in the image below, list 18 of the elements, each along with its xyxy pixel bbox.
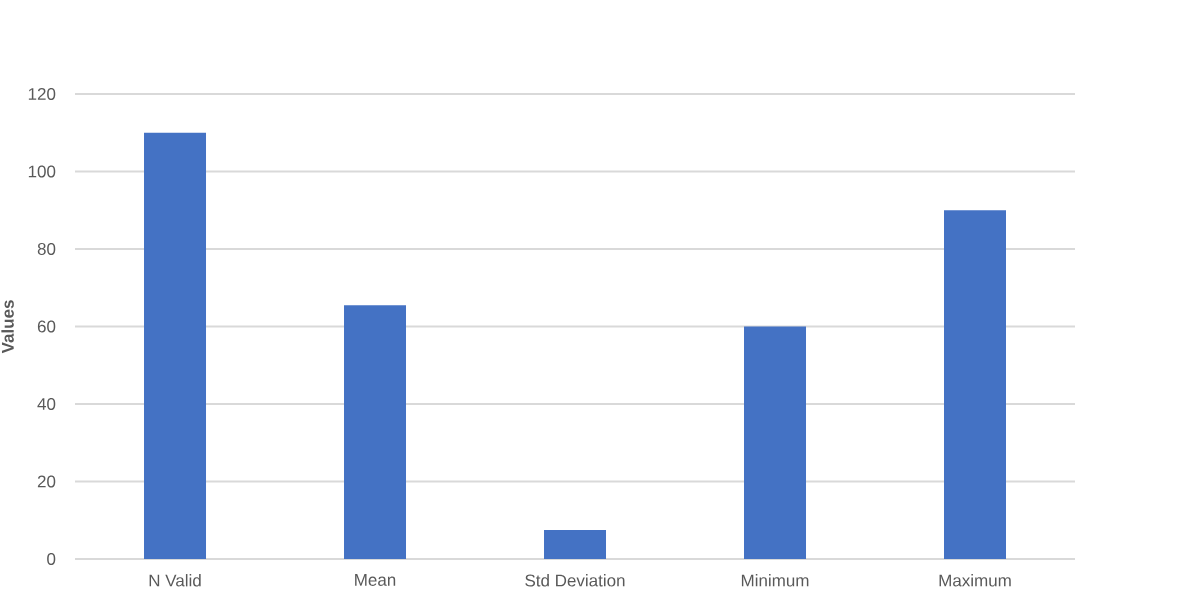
x-tick-label: Mean — [355, 574, 396, 586]
y-tick-label: 60 — [37, 320, 56, 333]
y-tick-label: 120 — [28, 87, 56, 100]
y-tick-label: 0 — [47, 552, 56, 565]
x-tick-label: N Valid — [149, 574, 201, 587]
bar — [544, 529, 607, 559]
bar — [744, 326, 807, 559]
y-tick-label: 80 — [37, 242, 56, 255]
y-axis-title: Values — [1, 300, 14, 354]
x-tick-label: Std Deviation — [525, 574, 625, 587]
x-tick-label: Minimum — [741, 574, 809, 587]
x-tick-label: Maximum — [939, 574, 1011, 587]
y-tick-label: 100 — [28, 165, 56, 178]
y-tick-label: 40 — [37, 397, 56, 410]
bar — [344, 305, 407, 559]
bar — [144, 132, 207, 559]
bar — [944, 210, 1006, 559]
y-tick-label: 20 — [37, 475, 56, 488]
